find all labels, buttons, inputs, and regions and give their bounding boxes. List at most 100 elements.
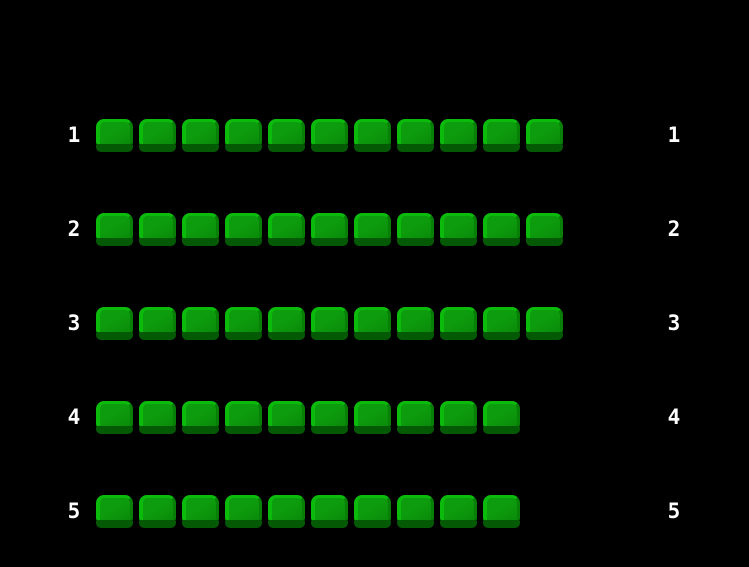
pearl-button[interactable] <box>483 213 520 246</box>
row-3-number-left: 3 <box>67 311 81 335</box>
pearl-cap <box>268 213 305 240</box>
pearl-base <box>440 520 477 528</box>
pearl-base <box>268 520 305 528</box>
pearl-button[interactable] <box>96 119 133 152</box>
pearl-button[interactable] <box>483 495 520 528</box>
pearl-button[interactable] <box>268 119 305 152</box>
pearl-base <box>354 332 391 340</box>
pearl-button[interactable] <box>354 401 391 434</box>
pearl-base <box>526 238 563 246</box>
pearl-cap <box>397 119 434 146</box>
pearl-base <box>182 144 219 152</box>
pearl-button[interactable] <box>139 119 176 152</box>
pearl-cap <box>311 307 348 334</box>
pearl-button[interactable] <box>268 213 305 246</box>
pearl-button[interactable] <box>225 213 262 246</box>
pearl-cap <box>96 307 133 334</box>
pearl-button[interactable] <box>268 307 305 340</box>
pearl-button[interactable] <box>397 401 434 434</box>
pearl-button[interactable] <box>354 213 391 246</box>
pearl-button[interactable] <box>268 495 305 528</box>
pearl-button[interactable] <box>96 495 133 528</box>
pearl-button[interactable] <box>225 495 262 528</box>
pearl-base <box>96 426 133 434</box>
pearl-button[interactable] <box>225 119 262 152</box>
pearl-button[interactable] <box>268 401 305 434</box>
pearl-button[interactable] <box>483 401 520 434</box>
pearl-cap <box>440 307 477 334</box>
row-3-number-right: 3 <box>667 311 681 335</box>
pearl-button[interactable] <box>354 307 391 340</box>
pearl-button[interactable] <box>354 119 391 152</box>
pearl-button[interactable] <box>225 401 262 434</box>
pearl-button[interactable] <box>483 119 520 152</box>
pearl-button[interactable] <box>440 119 477 152</box>
pearl-base <box>182 520 219 528</box>
pearl-base <box>526 144 563 152</box>
row-1-number-left: 1 <box>67 123 81 147</box>
pearl-button[interactable] <box>397 495 434 528</box>
pearl-button[interactable] <box>440 307 477 340</box>
pearl-cap <box>397 401 434 428</box>
pearl-button[interactable] <box>96 213 133 246</box>
pearl-cap <box>225 213 262 240</box>
pearl-base <box>268 426 305 434</box>
pearl-base <box>354 520 391 528</box>
pearl-button[interactable] <box>182 119 219 152</box>
pearl-button[interactable] <box>397 213 434 246</box>
pearl-button[interactable] <box>182 307 219 340</box>
pearl-button[interactable] <box>139 401 176 434</box>
pearl-button[interactable] <box>311 119 348 152</box>
pearl-cap <box>440 119 477 146</box>
pearl-button[interactable] <box>182 495 219 528</box>
pearl-cap <box>268 307 305 334</box>
pearl-base <box>483 144 520 152</box>
pearl-cap <box>182 401 219 428</box>
row-2-number-right: 2 <box>667 217 681 241</box>
pearl-base <box>440 144 477 152</box>
pearl-base <box>268 238 305 246</box>
pearl-button[interactable] <box>182 213 219 246</box>
pearl-base <box>483 238 520 246</box>
pearl-base <box>440 426 477 434</box>
pearl-button[interactable] <box>96 401 133 434</box>
pearl-cap <box>139 213 176 240</box>
pearl-button[interactable] <box>440 213 477 246</box>
pearl-button[interactable] <box>139 213 176 246</box>
pearl-button[interactable] <box>526 119 563 152</box>
pearl-base <box>311 426 348 434</box>
pearl-cap <box>483 495 520 522</box>
pearl-cap <box>440 213 477 240</box>
pearl-button[interactable] <box>354 495 391 528</box>
pearl-button[interactable] <box>96 307 133 340</box>
pearl-base <box>268 144 305 152</box>
pearl-base <box>139 520 176 528</box>
pearl-cap <box>526 213 563 240</box>
pearl-button[interactable] <box>440 401 477 434</box>
pearl-button[interactable] <box>440 495 477 528</box>
pearl-base <box>311 520 348 528</box>
pearl-base <box>225 144 262 152</box>
pearl-button[interactable] <box>397 119 434 152</box>
pearl-base <box>526 332 563 340</box>
pearl-button[interactable] <box>526 307 563 340</box>
pearl-button[interactable] <box>526 213 563 246</box>
pearl-cap <box>182 307 219 334</box>
pearl-button[interactable] <box>139 307 176 340</box>
pearl-button[interactable] <box>311 495 348 528</box>
pearl-button[interactable] <box>311 401 348 434</box>
pearl-button[interactable] <box>311 213 348 246</box>
pearl-base <box>397 238 434 246</box>
pearl-base <box>268 332 305 340</box>
pearl-cap <box>268 495 305 522</box>
pearl-button[interactable] <box>483 307 520 340</box>
row-2-number-left: 2 <box>67 217 81 241</box>
pearl-button[interactable] <box>139 495 176 528</box>
pearl-button[interactable] <box>311 307 348 340</box>
pearl-button[interactable] <box>397 307 434 340</box>
pearl-button[interactable] <box>182 401 219 434</box>
pearl-base <box>311 144 348 152</box>
pearl-button[interactable] <box>225 307 262 340</box>
pearl-base <box>182 332 219 340</box>
